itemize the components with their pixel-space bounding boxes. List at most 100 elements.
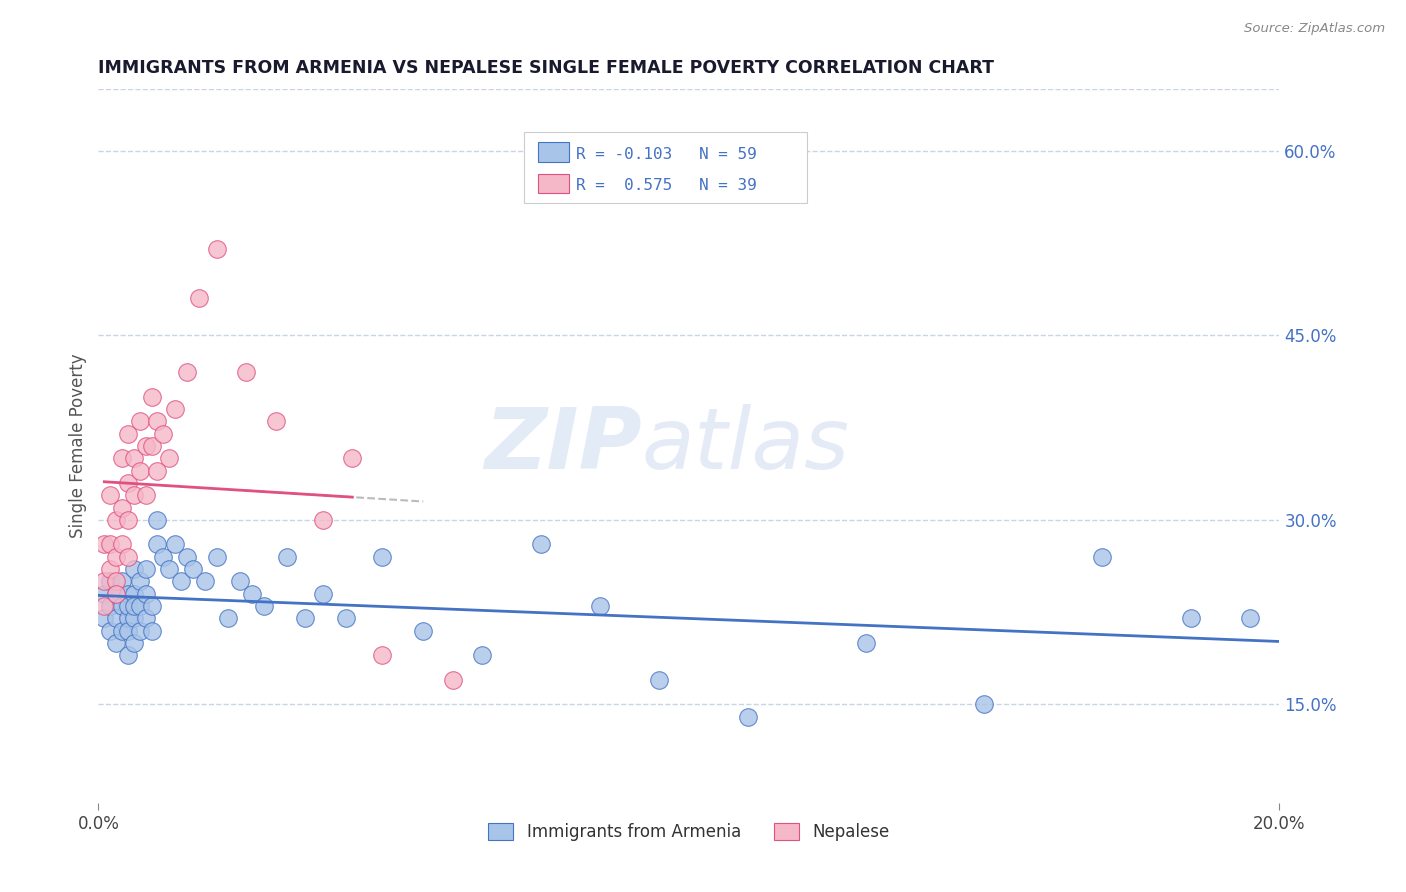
Point xyxy=(111,574,134,589)
Point xyxy=(117,513,139,527)
Point xyxy=(471,648,494,662)
Point xyxy=(117,426,139,441)
Point xyxy=(93,574,115,589)
Point xyxy=(855,636,877,650)
Legend: Immigrants from Armenia, Nepalese: Immigrants from Armenia, Nepalese xyxy=(481,816,897,848)
Point xyxy=(141,624,163,638)
Text: R =  0.575: R = 0.575 xyxy=(575,178,672,193)
Point xyxy=(111,624,134,638)
Point xyxy=(157,451,180,466)
Point xyxy=(146,513,169,527)
Text: atlas: atlas xyxy=(641,404,849,488)
Point xyxy=(342,451,364,466)
Point xyxy=(93,537,115,551)
Text: ZIP: ZIP xyxy=(484,404,641,488)
Point xyxy=(135,587,157,601)
Point xyxy=(229,574,252,589)
Point xyxy=(312,513,335,527)
Point xyxy=(1091,549,1114,564)
Point xyxy=(240,587,263,601)
Point xyxy=(117,549,139,564)
Point xyxy=(194,574,217,589)
Point xyxy=(135,611,157,625)
Point xyxy=(217,611,239,625)
Point xyxy=(441,673,464,687)
Point xyxy=(93,587,115,601)
Point xyxy=(205,242,228,256)
Point xyxy=(128,624,150,638)
Point xyxy=(165,402,187,417)
Point xyxy=(412,624,434,638)
Point xyxy=(146,464,169,478)
Point xyxy=(128,599,150,613)
Point xyxy=(111,599,134,613)
Point xyxy=(335,611,357,625)
Point xyxy=(122,587,145,601)
Point xyxy=(98,488,121,502)
Point xyxy=(117,648,139,662)
Point xyxy=(122,562,145,576)
Point xyxy=(98,537,121,551)
Point xyxy=(530,537,553,551)
Point xyxy=(117,611,139,625)
Text: N = 59: N = 59 xyxy=(699,146,756,161)
Text: N = 39: N = 39 xyxy=(699,178,756,193)
Point xyxy=(187,291,209,305)
Point xyxy=(176,549,198,564)
Point xyxy=(371,549,394,564)
Point xyxy=(93,599,115,613)
Point xyxy=(122,488,145,502)
Text: Source: ZipAtlas.com: Source: ZipAtlas.com xyxy=(1244,22,1385,36)
Point xyxy=(128,464,150,478)
Point xyxy=(128,574,150,589)
Point xyxy=(235,365,257,379)
Point xyxy=(122,451,145,466)
Point xyxy=(105,587,128,601)
Point xyxy=(117,587,139,601)
Point xyxy=(176,365,198,379)
Point xyxy=(157,562,180,576)
Point xyxy=(312,587,335,601)
Point xyxy=(146,414,169,428)
Point xyxy=(737,709,759,723)
Point xyxy=(93,611,115,625)
Point xyxy=(146,537,169,551)
Point xyxy=(122,611,145,625)
Point xyxy=(294,611,316,625)
Y-axis label: Single Female Poverty: Single Female Poverty xyxy=(69,354,87,538)
Point xyxy=(105,513,128,527)
Point xyxy=(105,636,128,650)
Point xyxy=(253,599,276,613)
Point xyxy=(648,673,671,687)
Point xyxy=(117,599,139,613)
Point xyxy=(98,624,121,638)
Point xyxy=(135,439,157,453)
Point xyxy=(98,599,121,613)
Point xyxy=(105,587,128,601)
Point xyxy=(152,426,174,441)
Point xyxy=(141,599,163,613)
Point xyxy=(181,562,204,576)
Point xyxy=(98,562,121,576)
Point xyxy=(264,414,287,428)
Point xyxy=(98,574,121,589)
Point xyxy=(105,574,128,589)
Point xyxy=(111,451,134,466)
Point xyxy=(371,648,394,662)
Point xyxy=(122,636,145,650)
Point xyxy=(135,562,157,576)
Text: R = -0.103: R = -0.103 xyxy=(575,146,672,161)
Point xyxy=(117,624,139,638)
Text: IMMIGRANTS FROM ARMENIA VS NEPALESE SINGLE FEMALE POVERTY CORRELATION CHART: IMMIGRANTS FROM ARMENIA VS NEPALESE SING… xyxy=(98,59,994,77)
Point xyxy=(135,488,157,502)
Point xyxy=(141,439,163,453)
Point xyxy=(141,390,163,404)
Point xyxy=(1180,611,1202,625)
Point xyxy=(117,475,139,490)
Point xyxy=(170,574,193,589)
Point xyxy=(973,698,995,712)
Point xyxy=(122,599,145,613)
Point xyxy=(105,611,128,625)
Point xyxy=(128,414,150,428)
Point xyxy=(205,549,228,564)
